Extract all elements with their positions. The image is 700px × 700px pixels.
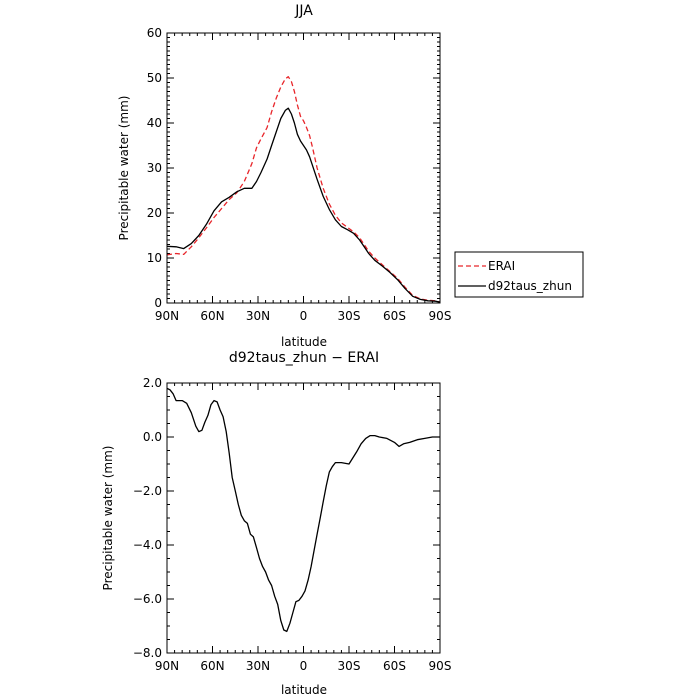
y-tick-label: 20	[147, 206, 162, 220]
bottom-x-axis-label: latitude	[281, 683, 327, 697]
y-tick-label: 60	[147, 26, 162, 40]
series-line-erai	[166, 76, 441, 303]
bottom-panel-title: d92taus_zhun − ERAI	[229, 350, 379, 366]
x-tick-label: 90N	[155, 309, 179, 323]
x-tick-label: 30N	[246, 659, 270, 673]
x-tick-label: 90S	[429, 659, 452, 673]
x-tick-label: 90S	[429, 309, 452, 323]
bottom-plot-frame	[166, 382, 441, 654]
x-tick-label: 30N	[246, 309, 270, 323]
y-tick-label: 50	[147, 71, 162, 85]
y-tick-label: 40	[147, 116, 162, 130]
top-x-axis-label: latitude	[281, 335, 327, 349]
y-tick-label: −6.0	[133, 592, 162, 606]
y-tick-label: −4.0	[133, 538, 162, 552]
x-tick-label: 0	[300, 659, 308, 673]
legend-label-erai: ERAI	[488, 259, 515, 273]
x-tick-label: 60N	[200, 659, 224, 673]
y-tick-label: 30	[147, 161, 162, 175]
bottom-panel: d92taus_zhun − ERAI 90N 60N 30N 0 30S 60S 90S 2…	[101, 350, 451, 697]
x-tick-label: 0	[300, 309, 308, 323]
series-line-d92taus-zhun	[166, 107, 441, 303]
top-plot-frame	[166, 32, 441, 304]
y-tick-label: 0	[154, 296, 162, 310]
top-y-axis-label: Precipitable water (mm)	[117, 96, 131, 241]
y-tick-label: 2.0	[143, 376, 162, 390]
x-tick-label: 60S	[383, 659, 406, 673]
legend-label-d92taus-zhun: d92taus_zhun	[488, 279, 572, 293]
y-tick-label: −2.0	[133, 484, 162, 498]
series-line-difference	[166, 387, 440, 633]
y-tick-label: 0.0	[143, 430, 162, 444]
x-tick-label: 30S	[338, 659, 361, 673]
x-tick-label: 60S	[383, 309, 406, 323]
y-tick-label: −8.0	[133, 646, 162, 660]
x-tick-label: 30S	[338, 309, 361, 323]
top-panel: JJA 90N 60N 30N 0 30S 60S 90S 0 10 20 30 40 50 60 lat…	[117, 3, 451, 349]
top-panel-title: JJA	[294, 3, 313, 19]
x-tick-label: 90N	[155, 659, 179, 673]
y-tick-label: 10	[147, 251, 162, 265]
legend: ERAI d92taus_zhun	[454, 251, 584, 298]
x-tick-label: 60N	[200, 309, 224, 323]
bottom-y-axis-label: Precipitable water (mm)	[101, 446, 115, 591]
legend-box	[454, 251, 584, 298]
